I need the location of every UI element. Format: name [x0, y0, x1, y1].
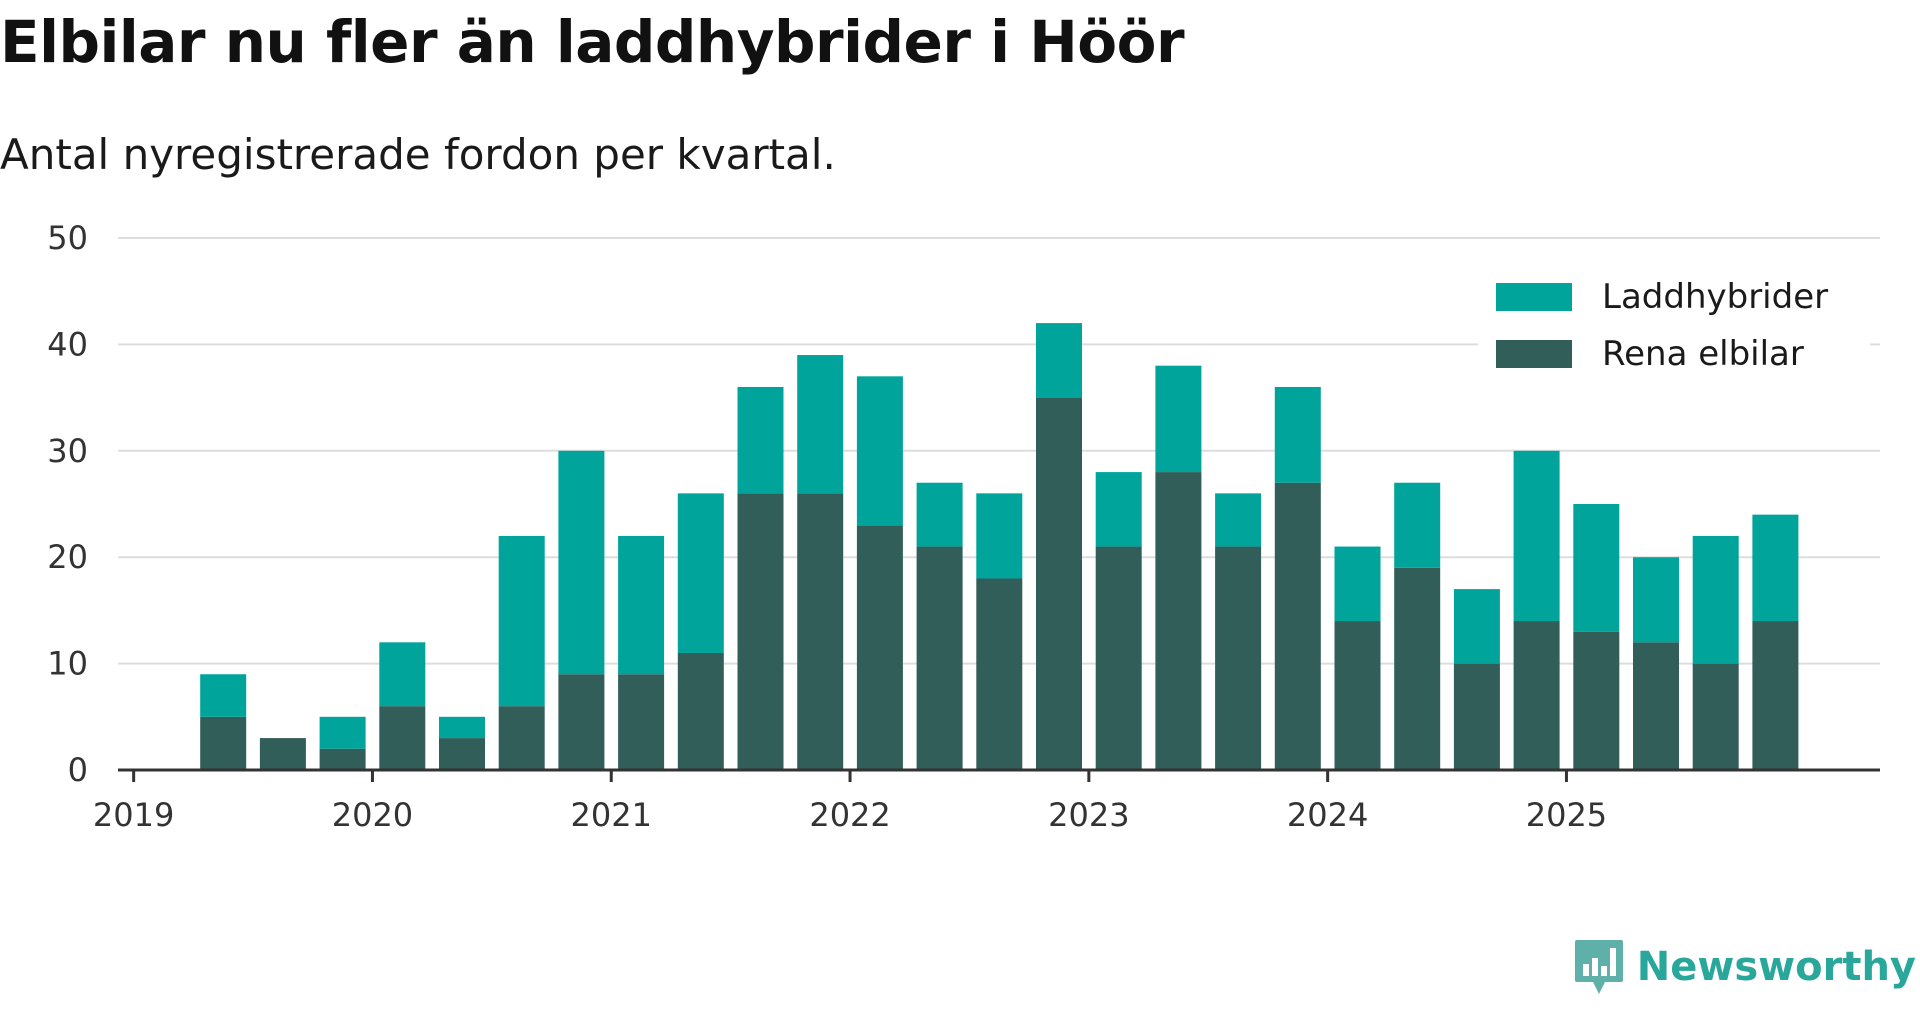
newsworthy-logo-icon: [1574, 940, 1623, 994]
bar-laddhybrider: [1274, 386, 1321, 483]
bar-rena-elbilar: [1513, 621, 1560, 770]
bar-laddhybrider: [976, 493, 1023, 579]
bar-rena-elbilar: [1394, 567, 1441, 770]
bar-laddhybrider: [737, 386, 784, 494]
bar-rena-elbilar: [439, 738, 485, 770]
bar-rena-elbilar: [1453, 663, 1500, 770]
bar-rena-elbilar: [677, 652, 724, 770]
bar-laddhybrider: [797, 355, 844, 494]
bar-rena-elbilar: [1692, 663, 1739, 770]
bar-laddhybrider: [1155, 365, 1202, 473]
x-tick-label: 2025: [1526, 796, 1607, 834]
legend-swatch: [1496, 340, 1572, 368]
bar-rena-elbilar: [976, 578, 1023, 770]
bar-rena-elbilar: [1633, 642, 1679, 770]
bar-laddhybrider: [1394, 482, 1441, 568]
bar-rena-elbilar: [737, 493, 784, 770]
bar-laddhybrider: [558, 450, 605, 675]
bar-rena-elbilar: [379, 706, 426, 770]
bar-rena-elbilar: [1095, 546, 1142, 770]
bar-laddhybrider: [1215, 493, 1262, 547]
bar-laddhybrider: [379, 642, 426, 707]
chart-title: Elbilar nu fler än laddhybrider i Höör: [0, 8, 1185, 76]
bar-laddhybrider: [1453, 589, 1500, 664]
y-tick-label: 10: [47, 645, 88, 683]
y-axis-ticks: 0 10 20 30 40 50: [47, 219, 88, 789]
bars: [200, 323, 1799, 770]
y-tick-label: 0: [68, 751, 88, 789]
bar-laddhybrider: [1752, 514, 1799, 622]
bar-laddhybrider: [1513, 450, 1560, 622]
bar-rena-elbilar: [200, 716, 247, 770]
legend-label: Laddhybrider: [1602, 277, 1828, 317]
bar-rena-elbilar: [1155, 472, 1202, 770]
x-axis: 2019 2020 2021 2022 2023 2024 2025: [93, 768, 1880, 834]
bar-rena-elbilar: [797, 493, 844, 770]
bar-laddhybrider: [319, 716, 366, 749]
bar-laddhybrider: [1692, 535, 1739, 664]
bar-rena-elbilar: [1573, 631, 1620, 770]
bar-laddhybrider: [1573, 504, 1620, 632]
bar-laddhybrider: [498, 535, 545, 707]
x-tick-label: 2023: [1048, 796, 1129, 834]
bar-rena-elbilar: [498, 706, 545, 770]
y-tick-label: 50: [47, 219, 88, 257]
bar-laddhybrider: [439, 716, 485, 739]
brand-logo: Newsworthy: [1573, 938, 1916, 996]
bar-rena-elbilar: [1752, 621, 1799, 770]
bar-rena-elbilar: [1334, 621, 1381, 770]
bar-laddhybrider: [200, 674, 247, 717]
x-tick-label: 2024: [1287, 796, 1368, 834]
chart-subtitle: Antal nyregistrerade fordon per kvartal.: [0, 130, 836, 179]
legend-label: Rena elbilar: [1602, 334, 1804, 374]
bar-rena-elbilar: [558, 674, 605, 770]
legend-swatch: [1496, 283, 1572, 311]
bar-laddhybrider: [1095, 472, 1142, 547]
brand-name: Newsworthy: [1636, 944, 1916, 990]
bar-rena-elbilar: [319, 748, 366, 770]
bar-laddhybrider: [618, 535, 665, 675]
bar-rena-elbilar: [1215, 546, 1262, 770]
legend: Laddhybrider Rena elbilar: [1478, 262, 1870, 374]
x-tick-label: 2022: [809, 796, 890, 834]
bar-laddhybrider: [1633, 557, 1679, 643]
x-tick-label: 2019: [93, 796, 174, 834]
bar-laddhybrider: [916, 482, 963, 547]
bar-laddhybrider: [856, 376, 903, 526]
bar-rena-elbilar: [1274, 482, 1321, 770]
y-tick-label: 40: [47, 325, 88, 363]
bar-rena-elbilar: [618, 674, 665, 770]
y-tick-label: 20: [47, 538, 88, 576]
x-tick-label: 2020: [332, 796, 413, 834]
bar-laddhybrider: [1334, 546, 1381, 622]
y-tick-label: 30: [47, 432, 88, 470]
bar-rena-elbilar: [259, 738, 306, 770]
bar-rena-elbilar: [1036, 397, 1082, 770]
bar-laddhybrider: [677, 493, 724, 653]
bar-rena-elbilar: [856, 525, 903, 770]
bar-laddhybrider: [1036, 323, 1082, 398]
x-tick-label: 2021: [571, 796, 652, 834]
bar-rena-elbilar: [916, 546, 963, 770]
